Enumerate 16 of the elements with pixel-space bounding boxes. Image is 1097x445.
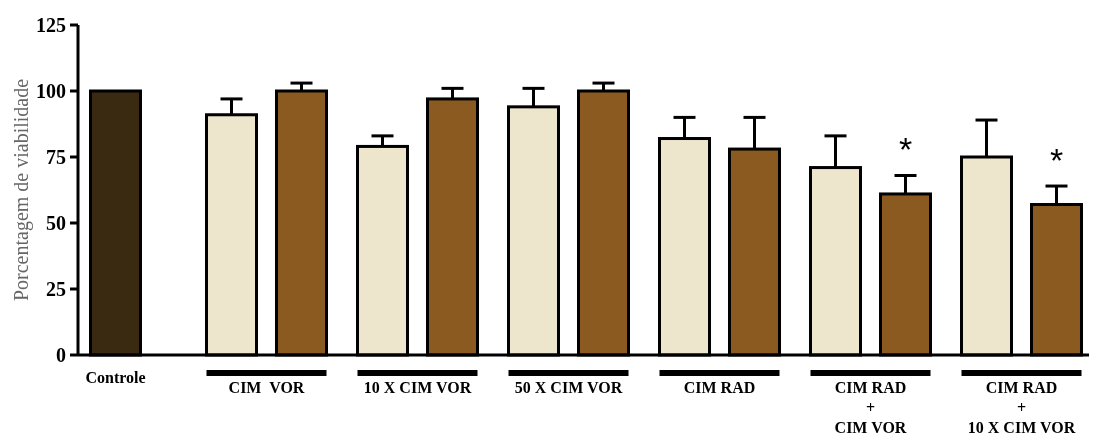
x-tick-label: CIM RAD + CIM VOR (834, 379, 907, 436)
x-tick-label: 50 X CIM VOR (514, 379, 623, 396)
annotation: * (1049, 141, 1064, 180)
y-tick-label: 100 (36, 80, 66, 102)
y-tick-label: 75 (46, 146, 66, 168)
y-axis-title: Porcentagem de viabilidade (10, 78, 33, 302)
x-tick-label: CIM RAD (683, 379, 756, 396)
y-tick-label: 50 (46, 212, 66, 234)
annotation: * (898, 130, 913, 169)
y-tick-label: 25 (46, 278, 66, 300)
y-tick-label: 0 (56, 344, 66, 366)
x-tick-label: Controle (85, 369, 146, 386)
y-tick-label: 125 (36, 14, 66, 36)
x-tick-label: CIM RAD + 10 X CIM VOR (967, 379, 1076, 436)
x-tick-label: 10 X CIM VOR (363, 379, 472, 396)
x-tick-label: CIM VOR (228, 379, 305, 396)
